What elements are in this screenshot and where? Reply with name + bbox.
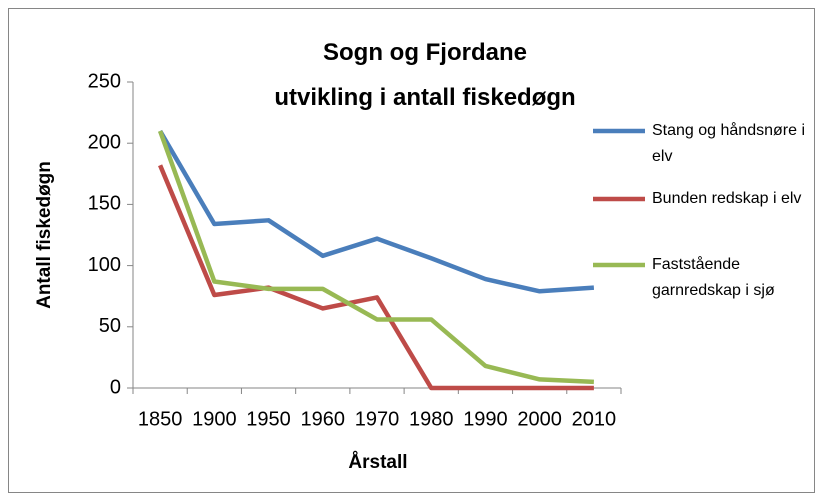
x-tick-label: 2010	[572, 408, 617, 430]
y-tick-label: 100	[88, 254, 121, 276]
series-line	[157, 130, 594, 385]
y-tick-label: 150	[88, 193, 121, 215]
y-tick-label: 50	[99, 315, 121, 337]
x-tick-label: 1980	[409, 408, 454, 430]
x-tick-label: 1990	[463, 408, 508, 430]
x-tick-label: 1900	[192, 408, 237, 430]
y-axis-label: Antall fiskedøgn	[34, 161, 55, 309]
x-tick-label: 2000	[517, 408, 562, 430]
series-line	[158, 164, 594, 391]
series-line	[158, 129, 595, 294]
y-tick-label: 0	[110, 376, 121, 398]
y-tick-label: 200	[88, 131, 121, 153]
x-tick-label: 1850	[138, 408, 183, 430]
legend-label: Faststående garnredskap i sjø	[652, 256, 775, 299]
chart-title: Sogn og Fjordane utvikling i antall fisk…	[274, 39, 576, 111]
legend-label: Stang og håndsnøre i elv	[652, 122, 805, 165]
y-tick-label: 250	[88, 70, 121, 92]
x-tick-label: 1960	[301, 408, 346, 430]
x-tick-label: 1970	[355, 408, 400, 430]
x-tick-label: 1950	[246, 408, 291, 430]
x-axis-label: Årstall	[348, 452, 407, 473]
legend-label: Bunden redskap i elv	[652, 190, 802, 207]
